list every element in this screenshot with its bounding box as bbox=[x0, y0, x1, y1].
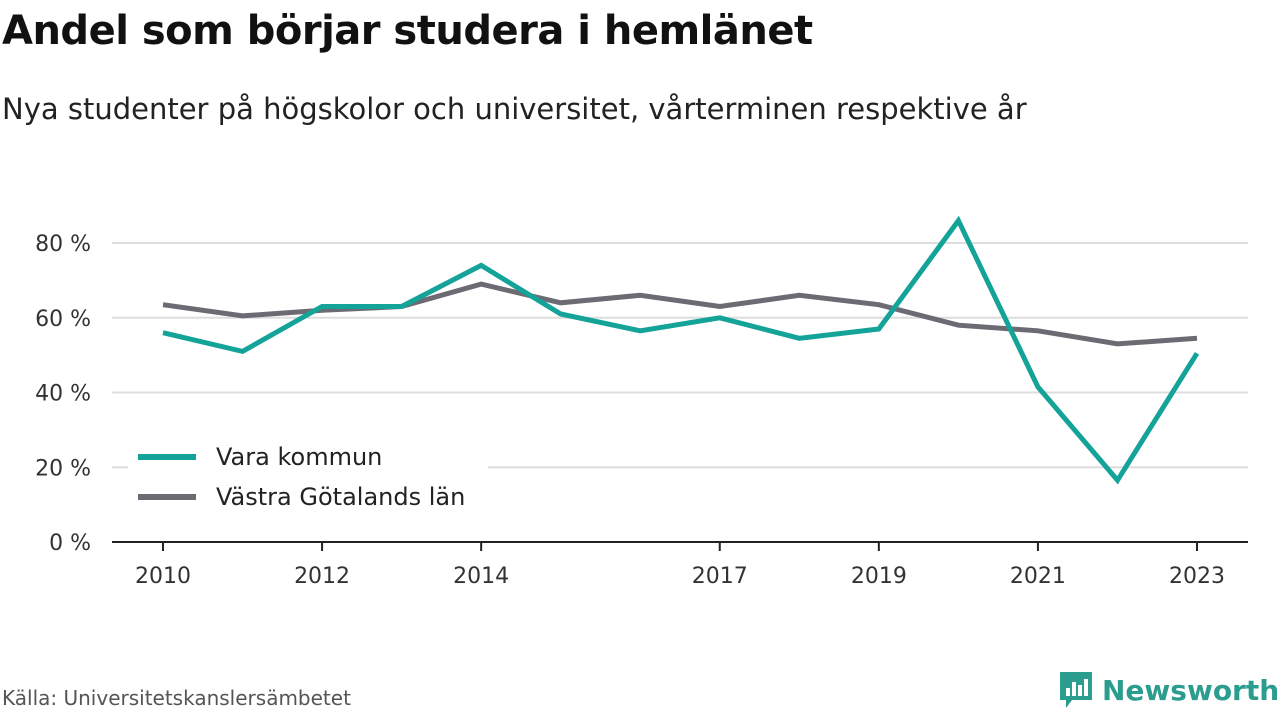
brand-logo: Newsworthy bbox=[1058, 670, 1280, 710]
x-tick-label: 2010 bbox=[135, 564, 191, 589]
x-tick-label: 2017 bbox=[692, 564, 748, 589]
x-tick-label: 2014 bbox=[453, 564, 509, 589]
legend-label: Vara kommun bbox=[216, 443, 382, 471]
series-line-vastra-gotalands-lan bbox=[162, 281, 1198, 347]
y-tick-label: 80 % bbox=[35, 232, 91, 257]
legend-label: Västra Götalands län bbox=[216, 483, 465, 511]
y-tick-label: 0 % bbox=[49, 531, 91, 556]
legend: Vara kommun Västra Götalands län bbox=[128, 436, 488, 518]
x-tick-label: 2019 bbox=[851, 564, 907, 589]
series-line-vara-kommun bbox=[162, 215, 1200, 485]
legend-background bbox=[128, 436, 488, 518]
x-tick-label: 2021 bbox=[1010, 564, 1066, 589]
x-tick-label: 2023 bbox=[1169, 564, 1225, 589]
chart-subtitle: Nya studenter på högskolor och universit… bbox=[2, 92, 1027, 126]
y-tick-label: 60 % bbox=[35, 307, 91, 332]
y-tick-label: 40 % bbox=[35, 382, 91, 407]
series-lines bbox=[162, 215, 1200, 485]
x-tick-label: 2012 bbox=[294, 564, 350, 589]
newsworthy-logo-icon bbox=[1060, 672, 1092, 708]
brand-name: Newsworthy bbox=[1102, 673, 1280, 707]
source-note: Källa: Universitetskanslersämbetet bbox=[2, 686, 351, 710]
chart-title: Andel som börjar studera i hemlänet bbox=[2, 8, 813, 54]
axes: 0 % 20 % 40 % 60 % 80 % 2010 2012 2014 2017 2019 2… bbox=[35, 232, 1248, 589]
y-tick-label: 20 % bbox=[35, 456, 91, 481]
